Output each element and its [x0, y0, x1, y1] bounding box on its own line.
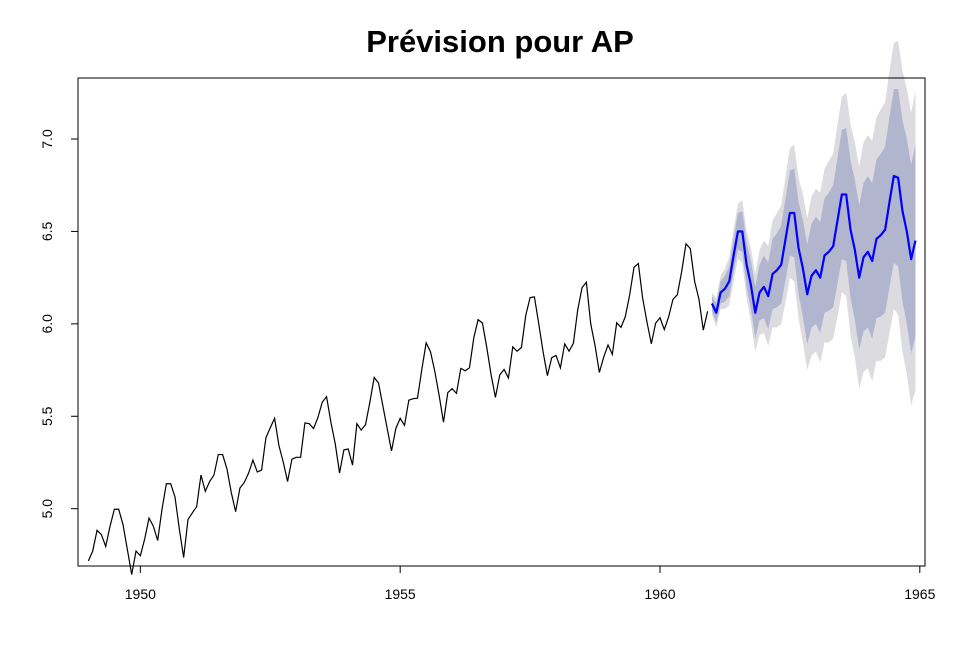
x-tick-label: 1950	[125, 586, 156, 602]
series-group	[87, 174, 917, 575]
y-tick-label: 7.0	[39, 129, 55, 149]
y-tick-label: 5.5	[39, 406, 55, 426]
x-tick-label: 1955	[385, 586, 416, 602]
forecast-series-line	[710, 174, 917, 314]
x-axis: 1950 1955 1960 1965	[125, 565, 936, 602]
x-tick-label: 1965	[904, 586, 935, 602]
y-tick-label: 6.0	[39, 314, 55, 334]
y-tick-label: 6.5	[39, 221, 55, 241]
y-axis: 5.0 5.5 6.0 6.5 7.0	[39, 129, 79, 519]
history-series-line	[87, 242, 709, 575]
plot-frame	[77, 77, 926, 567]
chart-title: Prévision pour AP	[366, 24, 634, 59]
y-tick-label: 5.0	[39, 499, 55, 519]
x-tick-label: 1960	[644, 586, 675, 602]
